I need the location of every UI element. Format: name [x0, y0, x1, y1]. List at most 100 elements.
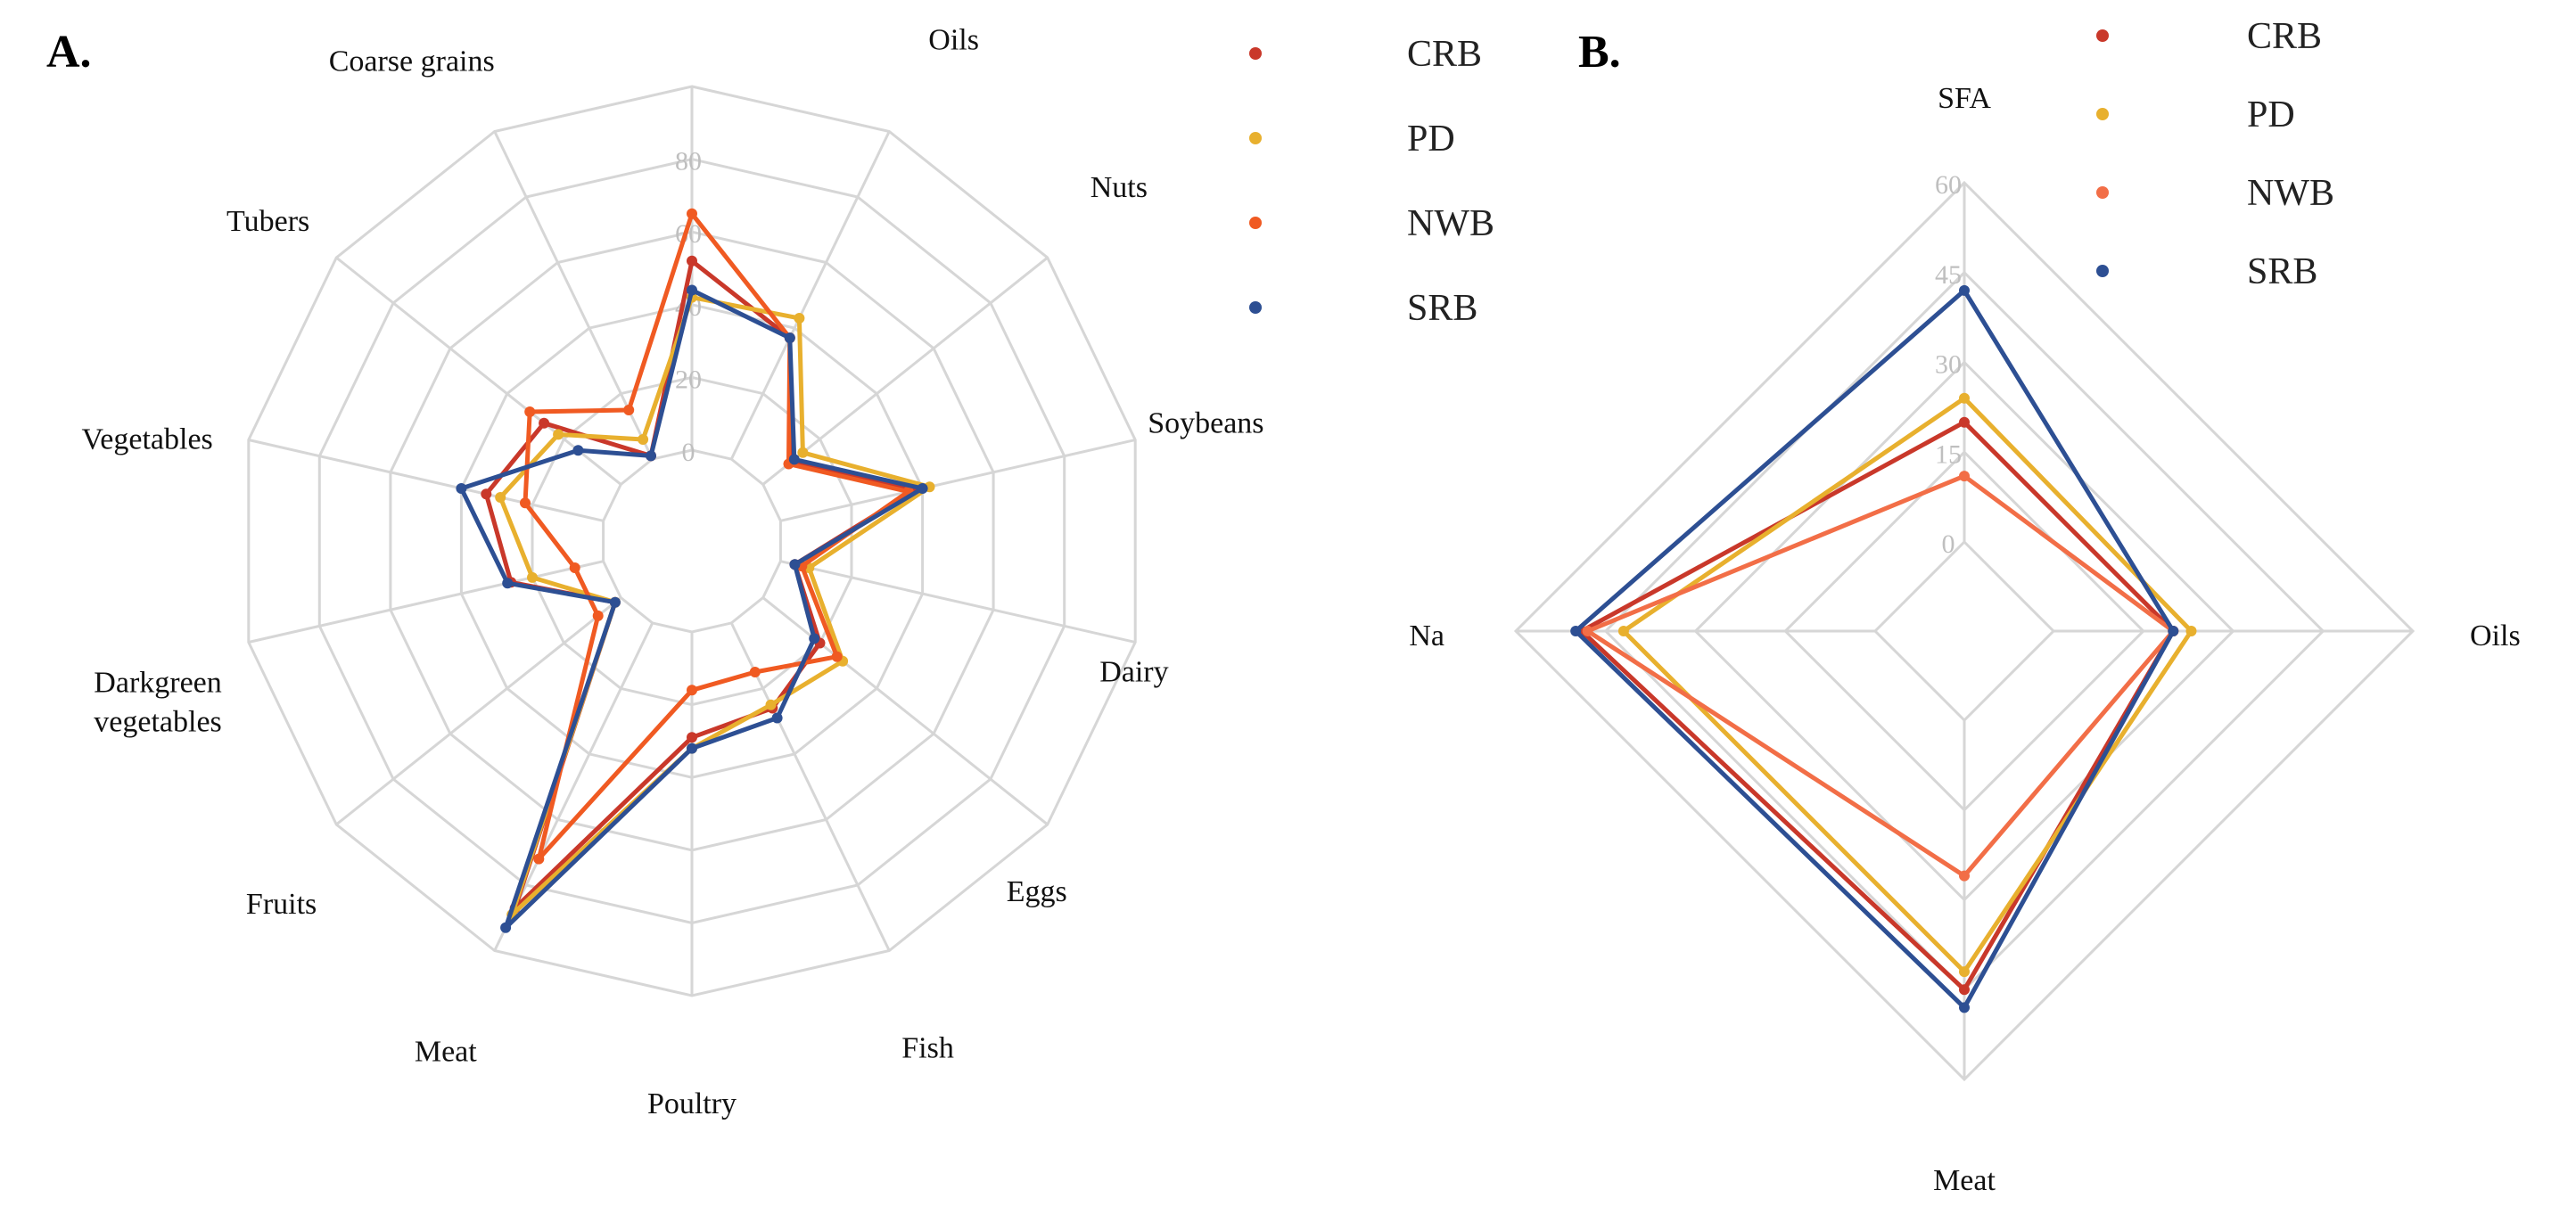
point-srb-oils — [2168, 626, 2179, 636]
point-nwb-meat — [1959, 870, 1970, 882]
point-crb-vegetables — [481, 488, 492, 500]
spoke-vegetables — [248, 439, 604, 522]
legend-label-pd: PD — [1407, 119, 1455, 160]
point-srb-coarse-grains — [646, 450, 656, 462]
point-nwb-meat — [533, 853, 545, 865]
axis-label-oils: Oils — [2470, 619, 2521, 652]
point-crb-meat — [1959, 984, 1970, 996]
tick-label-0: 0 — [682, 438, 695, 467]
radar-chart-b: B. SFA Oils Meat Na 0 15 30 45 60 CRB PD NWB SRB — [1409, 16, 2520, 1197]
point-nwb-na — [1582, 626, 1593, 636]
radar-b-tick-labels: 0 15 30 45 60 — [1935, 170, 1962, 559]
legend-marker-crb — [2096, 29, 2109, 42]
legend-marker-pd — [2096, 108, 2109, 120]
point-pd-nuts — [797, 447, 809, 458]
spoke-darkgreen-vegetables — [248, 560, 604, 644]
spoke-nuts — [761, 256, 1049, 486]
point-crb-poultry — [687, 732, 697, 743]
point-srb-tubers — [572, 445, 584, 456]
grid-ring-0 — [602, 448, 782, 634]
point-pd-sfa — [1959, 392, 1970, 404]
series-line-pd — [1621, 396, 2193, 974]
point-srb-dairy — [789, 559, 801, 570]
point-pd-tubers — [553, 429, 564, 440]
point-nwb-eggs — [831, 651, 843, 662]
point-pd-vegetables — [495, 492, 506, 503]
spoke-tubers — [335, 256, 622, 486]
spoke-dairy — [780, 560, 1136, 644]
spoke-oils — [729, 130, 891, 460]
legend-a: CRB PD NWB SRB — [1249, 34, 1494, 329]
radar-b-grid — [1513, 180, 2416, 1082]
axis-label-meat: Meat — [415, 1035, 477, 1068]
point-srb-sfa — [1959, 284, 1970, 296]
legend-marker-srb — [2096, 265, 2109, 277]
legend-label-pd: PD — [2247, 94, 2295, 135]
legend-label-srb: SRB — [1407, 288, 1477, 329]
axis-label-poultry: Poultry — [647, 1087, 737, 1120]
point-nwb-coarse-grains — [623, 405, 635, 415]
legend-label-crb: CRB — [1407, 34, 1482, 75]
legend-label-crb: CRB — [2247, 16, 2322, 57]
legend-marker-crb — [1249, 47, 1262, 60]
radar-b-axis-labels: SFA Oils Meat Na — [1409, 82, 2520, 1197]
legend-marker-srb — [1249, 301, 1262, 314]
point-srb-vegetables — [456, 483, 467, 494]
spoke-coarse-grains — [493, 130, 654, 460]
point-srb-meat — [1959, 1002, 1970, 1013]
axis-label-oils: Oils — [928, 24, 979, 57]
axis-label-coarse-grains: Coarse grains — [329, 45, 495, 78]
legend-marker-pd — [1249, 132, 1262, 144]
panel-label-a: A. — [46, 27, 92, 78]
point-nwb-fish — [749, 667, 761, 677]
point-pd-coarse-grains — [638, 434, 649, 445]
axis-label-nuts: Nuts — [1090, 171, 1148, 204]
point-srb-fruits — [609, 596, 621, 608]
point-nwb-darkgreen-vegetables — [569, 562, 580, 573]
axis-label-sfa: SFA — [1938, 82, 1991, 115]
point-srb-nuts — [788, 454, 800, 465]
tick-label-0: 0 — [1942, 529, 1955, 559]
legend-b: CRB PD NWB SRB — [2096, 16, 2334, 292]
legend-label-nwb: NWB — [1407, 203, 1494, 244]
point-srb-soybeans — [917, 483, 928, 494]
point-pd-na — [1617, 626, 1629, 636]
point-pd-fish — [765, 699, 777, 710]
point-nwb-grains — [687, 208, 697, 219]
tick-label-4: 60 — [1935, 170, 1962, 200]
radar-a-axis-labels: Grains Oils Nuts Soybeans Dairy Eggs Fish Poult… — [82, 0, 1264, 1120]
point-srb-na — [1570, 626, 1582, 636]
grid-ring-0 — [1872, 539, 2056, 723]
legend-marker-nwb — [1249, 217, 1262, 229]
radar-chart-a: A. Grains Oils Nuts Soybeans Dairy Eggs Fish Po… — [46, 0, 1494, 1120]
point-nwb-tubers — [524, 406, 536, 417]
point-srb-poultry — [687, 742, 697, 754]
spoke-soybeans — [780, 439, 1136, 522]
point-nwb-fruits — [592, 610, 604, 621]
axis-label-fruits: Fruits — [246, 888, 317, 921]
tick-label-1: 15 — [1935, 439, 1962, 469]
radar-a-series — [456, 208, 935, 933]
panel-label-b: B. — [1578, 27, 1621, 78]
point-srb-grains — [687, 284, 697, 296]
axis-label-meat: Meat — [1933, 1164, 1996, 1197]
legend-label-nwb: NWB — [2247, 173, 2334, 214]
tick-label-3: 45 — [1935, 260, 1962, 290]
point-nwb-poultry — [687, 685, 697, 696]
axis-label-fish: Fish — [901, 1031, 954, 1064]
axis-label-grains: Grains — [652, 0, 733, 1]
point-srb-oils — [784, 332, 795, 344]
point-crb-sfa — [1959, 416, 1970, 428]
radar-b-series — [1570, 284, 2197, 1013]
axis-label-soybeans: Soybeans — [1148, 407, 1263, 440]
point-srb-fish — [771, 712, 783, 724]
legend-marker-nwb — [2096, 186, 2109, 199]
point-pd-darkgreen-vegetables — [527, 571, 538, 583]
tick-label-2: 30 — [1935, 350, 1962, 380]
axis-label-darkgreen-vegetables: Darkgreen vegetables — [94, 666, 222, 738]
spoke-fish — [729, 622, 891, 952]
point-srb-darkgreen-vegetables — [502, 578, 514, 589]
point-srb-eggs — [809, 633, 820, 644]
axis-label-dairy: Dairy — [1099, 655, 1168, 688]
